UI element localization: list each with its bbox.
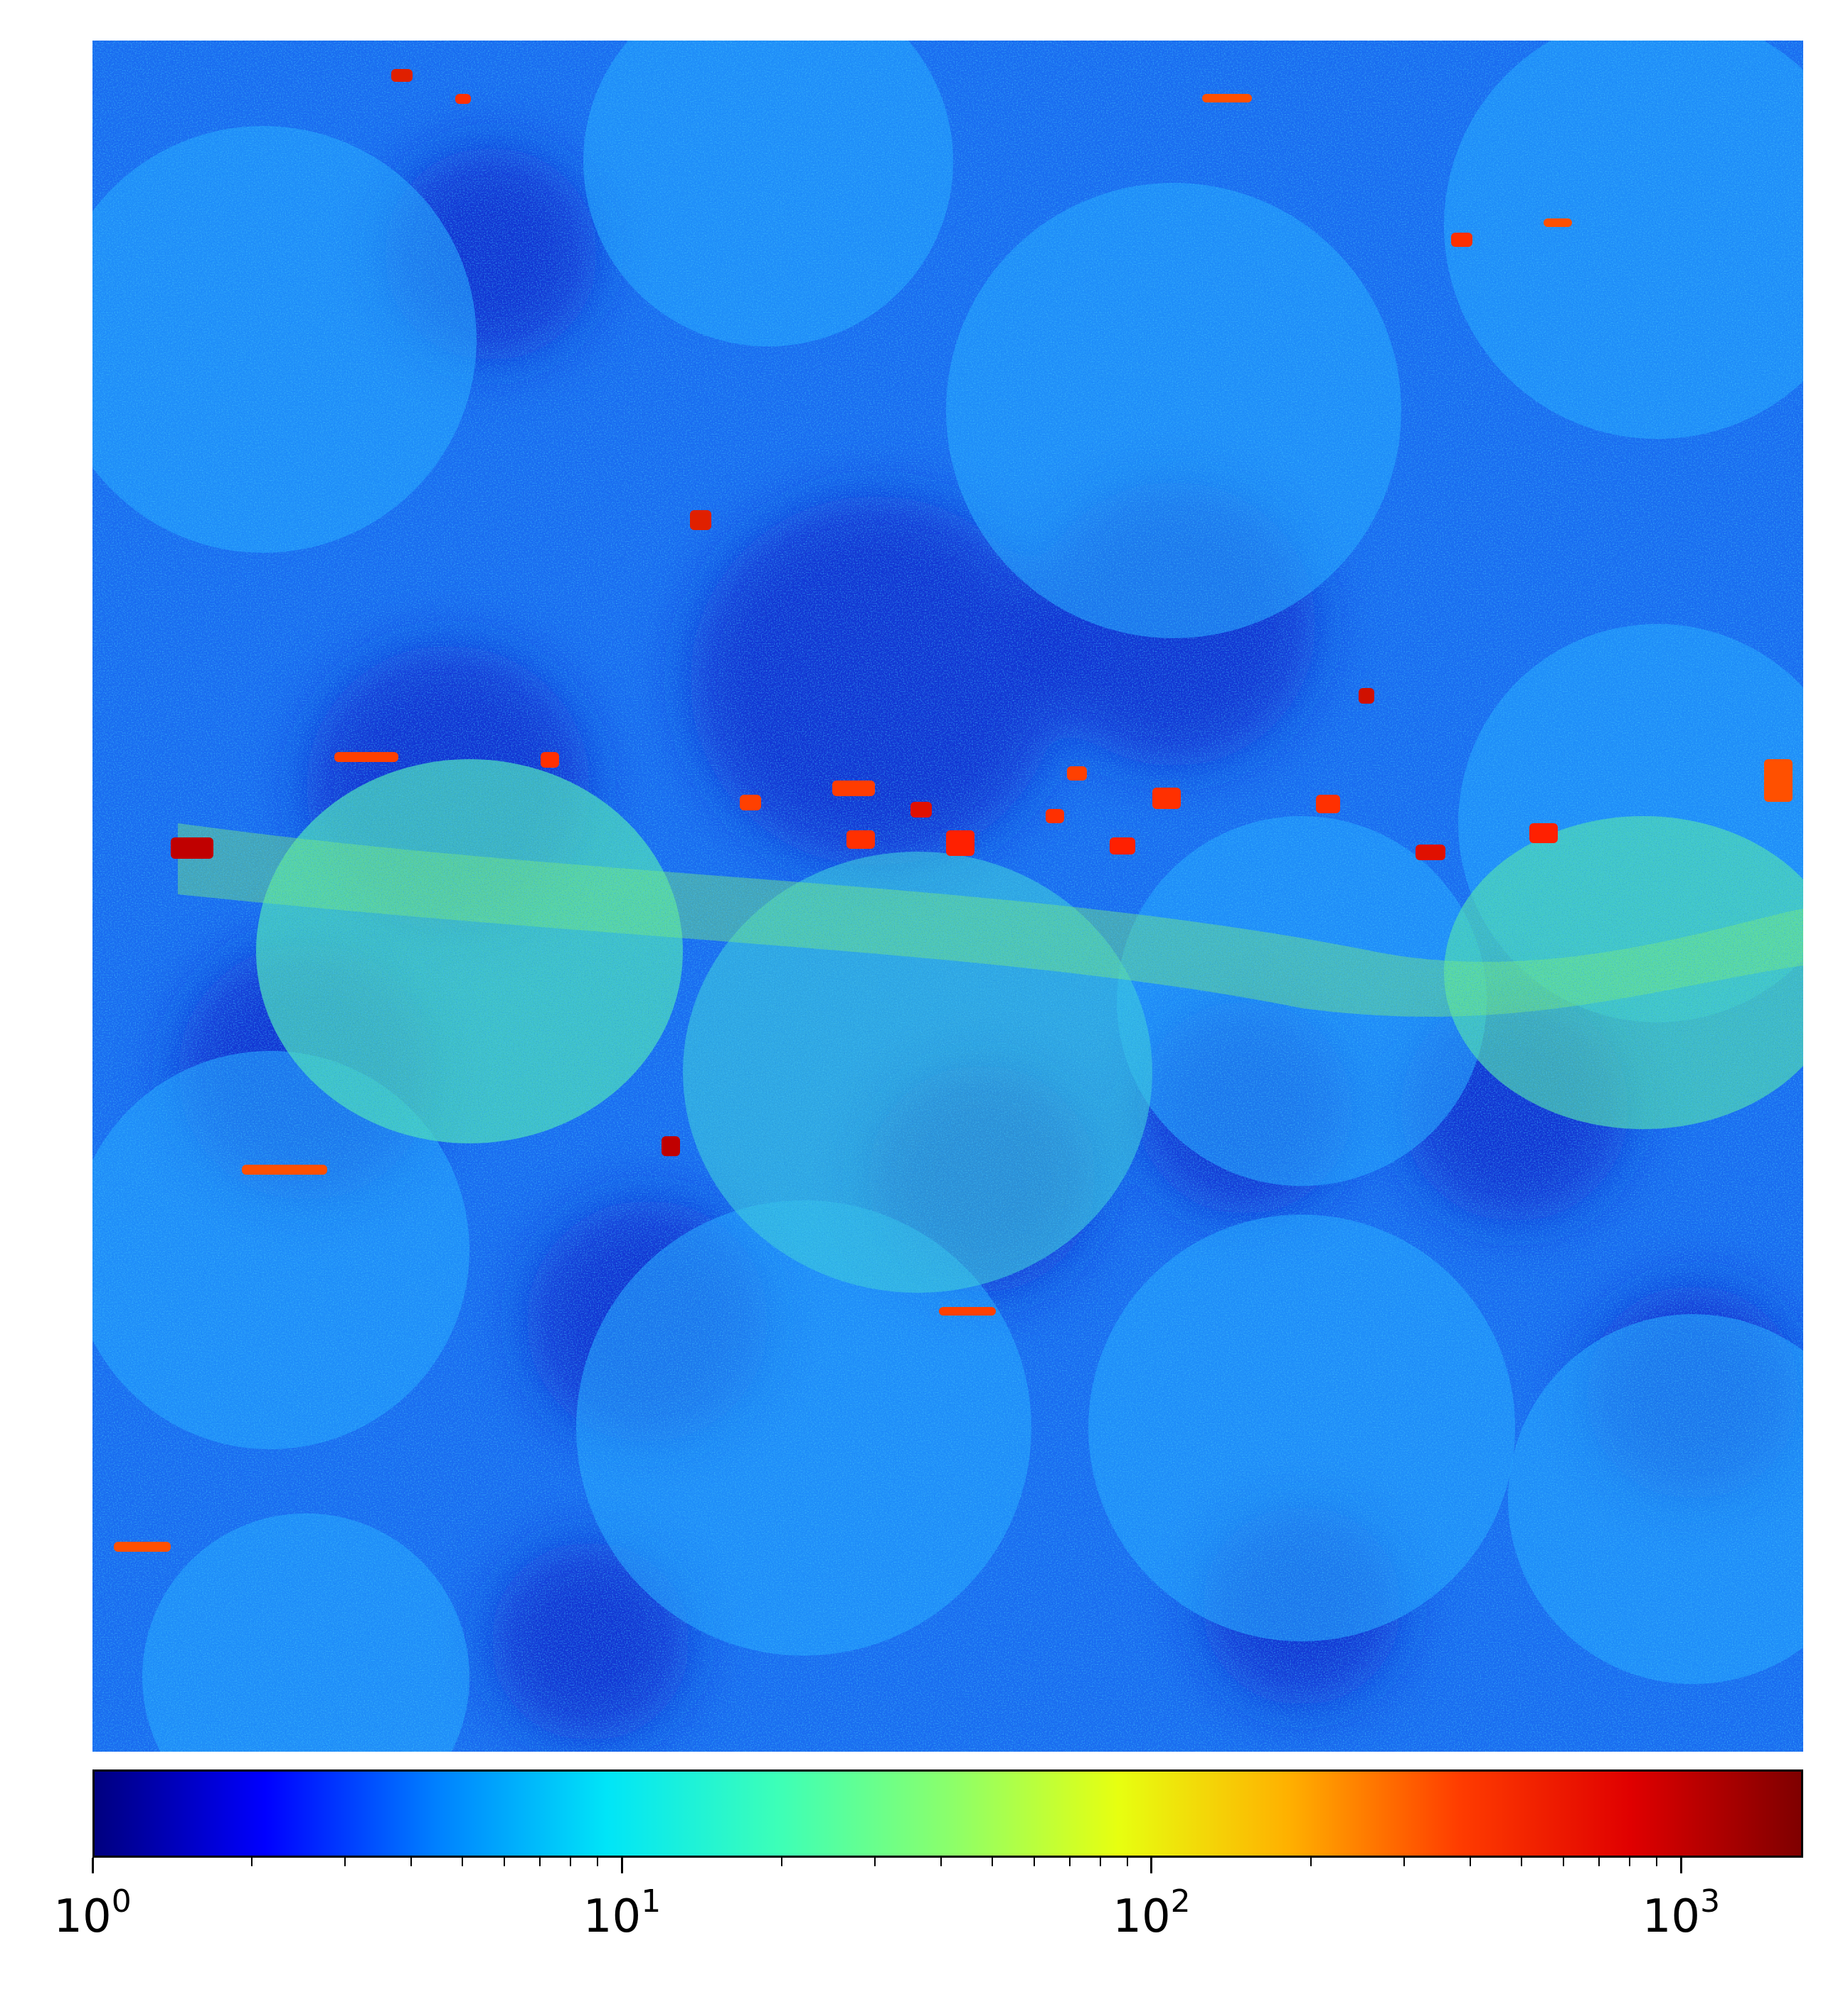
colorbar-major-tick [620, 1858, 623, 1873]
colorbar-major-tick [1679, 1858, 1682, 1873]
colorbar-minor-tick [1033, 1858, 1035, 1866]
colorbar-minor-tick [1310, 1858, 1312, 1866]
colorbar-tick-label: 100 [53, 1883, 131, 1943]
colorbar-minor-tick [1598, 1858, 1600, 1866]
high-value-specks [114, 69, 1793, 1552]
tick-label-base: 10 [1112, 1890, 1171, 1943]
colorbar-gradient [92, 1769, 1803, 1858]
colorbar-minor-tick [1521, 1858, 1523, 1866]
noise-texture-light [92, 41, 1803, 1752]
tick-label-exponent: 0 [111, 1883, 132, 1920]
colorbar-minor-tick [539, 1858, 541, 1866]
colorbar-minor-tick [1629, 1858, 1631, 1866]
colorbar-minor-tick [504, 1858, 506, 1866]
colorbar-minor-tick [991, 1858, 993, 1866]
colorbar-axis: 100 101 102 103 [53, 1858, 1803, 2000]
colorbar-major-tick [1150, 1858, 1153, 1873]
tick-label-base: 10 [1642, 1890, 1701, 1943]
colorbar-minor-tick [1470, 1858, 1472, 1866]
colorbar-minor-tick [1126, 1858, 1128, 1866]
colorbar-minor-tick [1099, 1858, 1101, 1866]
colorbar-minor-tick [251, 1858, 253, 1866]
colorbar-minor-tick [410, 1858, 413, 1866]
tick-label-base: 10 [583, 1890, 642, 1943]
colorbar-minor-tick [780, 1858, 782, 1866]
colorbar-minor-tick [873, 1858, 876, 1866]
heatmap-canvas [92, 41, 1803, 1752]
heatmap-image [92, 41, 1803, 1752]
tick-label-exponent: 2 [1170, 1883, 1191, 1920]
tick-label-base: 10 [53, 1890, 112, 1943]
colorbar-minor-tick [1403, 1858, 1406, 1866]
tick-label-exponent: 3 [1700, 1883, 1721, 1920]
colorbar-minor-tick [597, 1858, 599, 1866]
tick-label-exponent: 1 [641, 1883, 662, 1920]
colorbar-minor-tick [462, 1858, 464, 1866]
colorbar-minor-tick [940, 1858, 942, 1866]
colorbar-major-tick [91, 1858, 94, 1873]
colorbar-tick-label: 101 [583, 1883, 661, 1943]
colorbar-minor-tick [1068, 1858, 1071, 1866]
colorbar [92, 1769, 1803, 1858]
colorbar-minor-tick [344, 1858, 346, 1866]
colorbar-minor-tick [1563, 1858, 1565, 1866]
colorbar-tick-label: 102 [1112, 1883, 1190, 1943]
colorbar-minor-tick [1656, 1858, 1658, 1866]
colorbar-tick-label: 103 [1642, 1883, 1720, 1943]
colorbar-minor-tick [570, 1858, 572, 1866]
